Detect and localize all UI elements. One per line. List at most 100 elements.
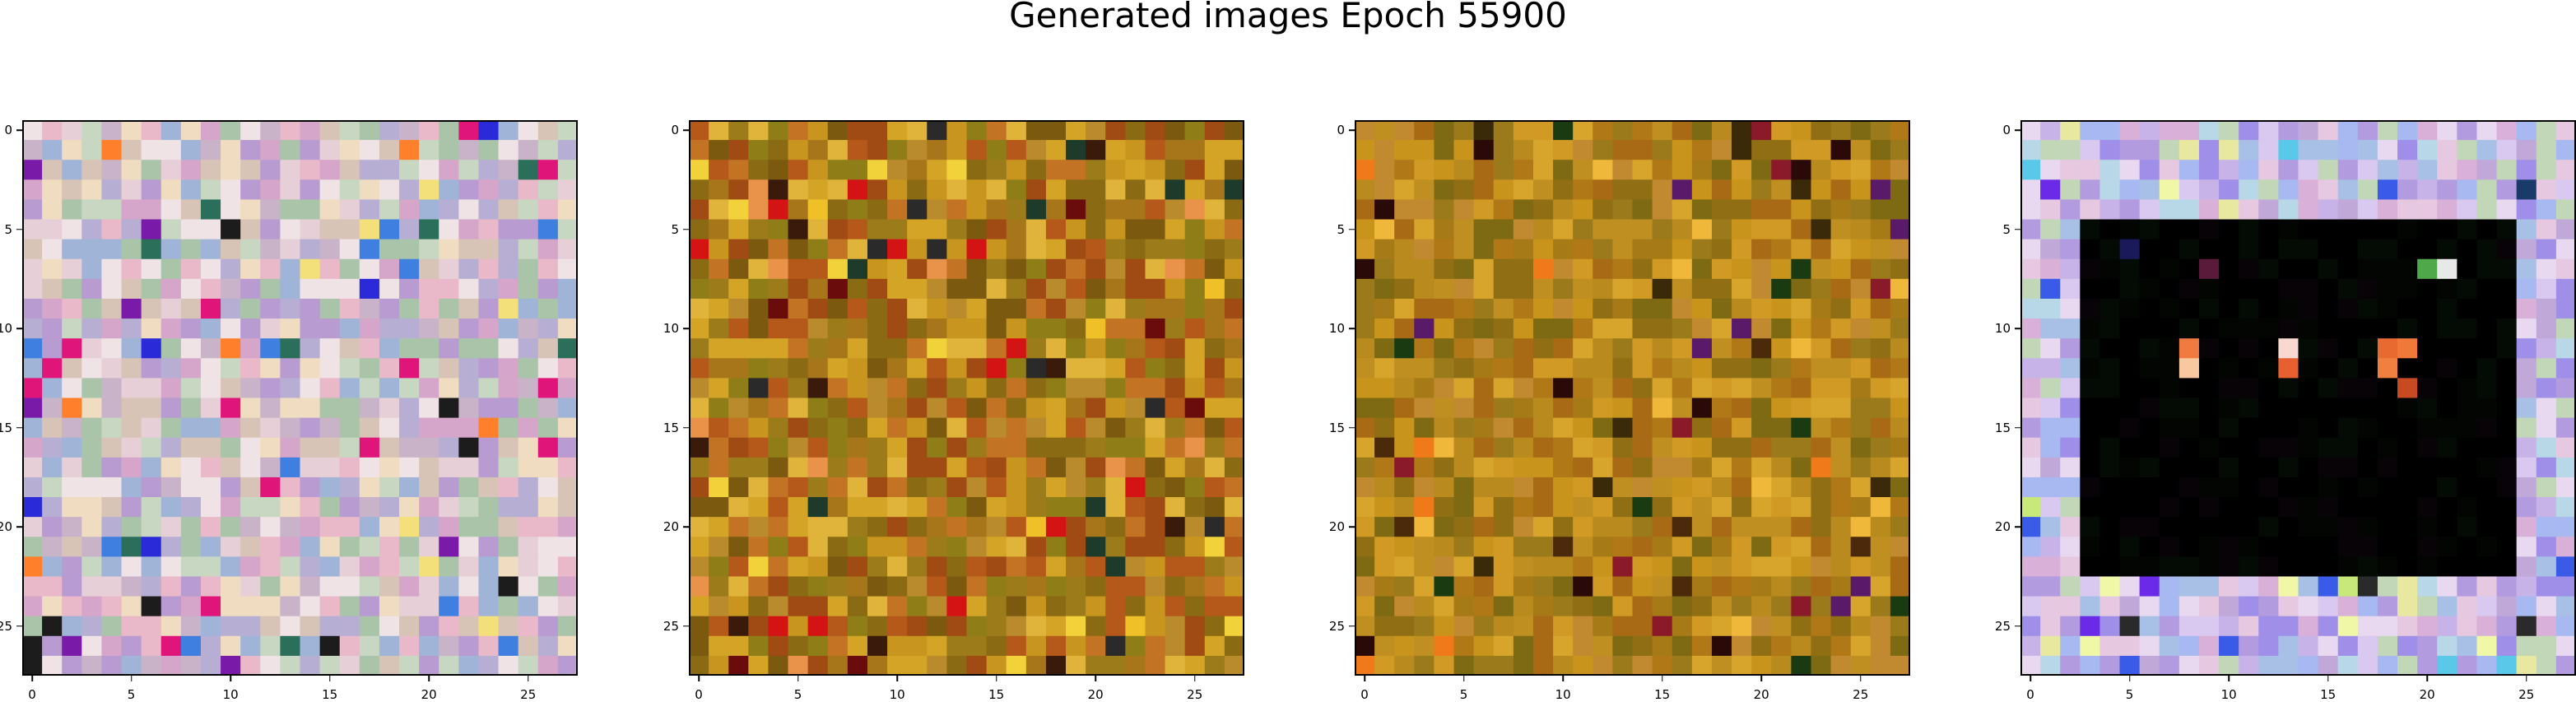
- pixel-cell: [300, 616, 321, 637]
- pixel-cell: [1691, 556, 1713, 578]
- pixel-cell: [1811, 537, 1832, 557]
- pixel-cell: [867, 497, 888, 518]
- pixel-cell: [1025, 596, 1047, 617]
- pixel-cell: [927, 358, 947, 379]
- pixel-cell: [2516, 556, 2537, 578]
- pixel-cell: [439, 318, 459, 339]
- pixel-cell: [1632, 497, 1653, 518]
- pixel-cell: [2178, 338, 2200, 359]
- pixel-cell: [1751, 417, 1772, 439]
- pixel-cell: [1453, 239, 1475, 260]
- pixel-cell: [1493, 239, 1514, 260]
- pixel-cell: [2318, 616, 2339, 637]
- pixel-cell: [1105, 258, 1126, 280]
- pixel-cell: [2178, 635, 2200, 657]
- pixel-cell: [2139, 258, 2160, 280]
- pixel-cell: [141, 199, 162, 221]
- pixel-cell: [2496, 298, 2518, 319]
- pixel-cell: [2417, 120, 2438, 141]
- pixel-cell: [2060, 497, 2081, 518]
- pixel-cell: [2119, 417, 2141, 439]
- pixel-cell: [1593, 417, 1613, 439]
- pixel-cell: [399, 358, 420, 379]
- pixel-cell: [1165, 179, 1186, 201]
- pixel-cell: [42, 397, 63, 419]
- pixel-cell: [2337, 596, 2359, 617]
- pixel-cell: [788, 517, 809, 537]
- pixel-cell: [2417, 358, 2438, 379]
- pixel-cell: [1850, 457, 1872, 478]
- pixel-cell: [2476, 358, 2498, 379]
- pixel-cell: [62, 537, 82, 557]
- y-tick-mark: [683, 228, 689, 230]
- pixel-cell: [827, 120, 849, 141]
- pixel-cell: [2397, 556, 2418, 578]
- pixel-cell: [2139, 318, 2160, 339]
- pixel-cell: [1145, 120, 1166, 141]
- pixel-cell: [907, 358, 928, 379]
- pixel-cell: [419, 397, 439, 419]
- pixel-cell: [2496, 477, 2518, 498]
- pixel-cell: [1771, 140, 1792, 160]
- pixel-cell: [847, 358, 868, 379]
- pixel-cell: [768, 140, 789, 160]
- pixel-cell: [1691, 358, 1713, 379]
- pixel-cell: [1374, 199, 1395, 221]
- pixel-cell: [2377, 358, 2398, 379]
- pixel-cell: [1473, 258, 1495, 280]
- pixel-cell: [1711, 219, 1732, 240]
- pixel-cell: [1612, 278, 1634, 300]
- pixel-cell: [359, 258, 380, 280]
- pixel-cell: [1145, 517, 1166, 537]
- pixel-cell: [2536, 556, 2557, 578]
- pixel-cell: [1652, 655, 1673, 676]
- pixel-cell: [1771, 338, 1792, 359]
- y-tick-mark: [2015, 625, 2020, 627]
- pixel-cell: [280, 655, 301, 676]
- pixel-cell: [518, 258, 539, 280]
- pixel-cell: [221, 457, 241, 478]
- pixel-cell: [2377, 338, 2398, 359]
- pixel-cell: [709, 258, 729, 280]
- pixel-cell: [1632, 140, 1653, 160]
- pixel-cell: [2060, 160, 2081, 180]
- pixel-cell: [2020, 477, 2041, 498]
- pixel-cell: [2555, 160, 2576, 180]
- pixel-cell: [240, 477, 261, 498]
- pixel-cell: [2219, 397, 2239, 419]
- pixel-cell: [300, 278, 321, 300]
- pixel-cell: [22, 298, 43, 319]
- pixel-cell: [1066, 477, 1086, 498]
- pixel-cell: [280, 278, 301, 300]
- pixel-cell: [867, 258, 888, 280]
- pixel-cell: [1125, 517, 1146, 537]
- pixel-cell: [2298, 179, 2319, 201]
- pixel-cell: [1165, 397, 1186, 419]
- pixel-cell: [101, 635, 123, 657]
- pixel-cell: [1493, 477, 1514, 498]
- pixel-cell: [1066, 655, 1086, 676]
- pixel-cell: [1374, 278, 1395, 300]
- pixel-cell: [2139, 537, 2160, 557]
- pixel-cell: [709, 477, 729, 498]
- pixel-cell: [1830, 616, 1852, 637]
- pixel-cell: [1593, 497, 1613, 518]
- pixel-cell: [2516, 219, 2537, 240]
- pixel-cell: [1593, 179, 1613, 201]
- pixel-cell: [478, 556, 500, 578]
- pixel-cell: [2239, 417, 2259, 439]
- pixel-cell: [807, 258, 829, 280]
- pixel-cell: [1890, 556, 1910, 578]
- pixel-cell: [2198, 457, 2220, 478]
- pixel-cell: [1394, 239, 1415, 260]
- pixel-cell: [807, 120, 829, 141]
- pixel-cell: [1652, 278, 1673, 300]
- pixel-cell: [160, 556, 182, 578]
- pixel-cell: [2357, 298, 2378, 319]
- pixel-cell: [1532, 358, 1554, 379]
- pixel-cell: [300, 635, 321, 657]
- pixel-cell: [867, 616, 888, 637]
- pixel-cell: [160, 437, 182, 458]
- pixel-cell: [1025, 199, 1047, 221]
- pixel-cell: [439, 140, 459, 160]
